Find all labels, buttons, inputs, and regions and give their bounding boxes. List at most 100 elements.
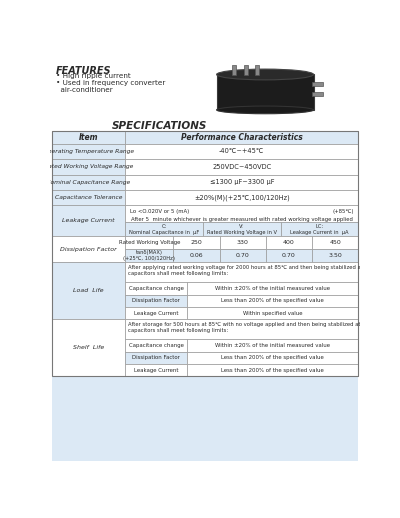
Bar (125, 205, 358, 222)
Bar (173, 249, 220, 262)
Bar (220, 236, 266, 249)
Bar (312, 82, 323, 86)
Bar (187, 352, 358, 364)
Bar (217, 75, 314, 110)
Text: Dissipation Factor: Dissipation Factor (132, 355, 180, 361)
Text: 330: 330 (237, 240, 249, 245)
Bar (52, 190, 125, 205)
Bar (125, 236, 173, 249)
Text: (+85℃): (+85℃) (332, 209, 354, 214)
Bar (255, 65, 259, 75)
Bar (125, 159, 358, 175)
Bar (187, 282, 358, 295)
Bar (187, 364, 358, 376)
Bar (266, 249, 312, 262)
Text: After storage for 500 hours at 85℃ with no voltage applied and then being stabil: After storage for 500 hours at 85℃ with … (128, 322, 381, 333)
Bar (187, 339, 358, 352)
Text: Leakage Current: Leakage Current (62, 218, 115, 223)
Ellipse shape (217, 69, 314, 80)
Text: Less than 200% of the specified value: Less than 200% of the specified value (222, 298, 324, 304)
Text: C:
Nominal Capacitance in  μF: C: Nominal Capacitance in μF (129, 224, 199, 235)
Text: Leakage Current: Leakage Current (134, 368, 178, 372)
Text: Operating Temperature Range: Operating Temperature Range (43, 149, 134, 154)
Bar (125, 222, 203, 236)
Bar (125, 307, 187, 319)
Text: SPECIFICATIONS: SPECIFICATIONS (112, 121, 207, 131)
Text: Performance Characteristics: Performance Characteristics (181, 133, 303, 142)
Text: -40℃~+45℃: -40℃~+45℃ (219, 149, 264, 154)
Text: Within specified value: Within specified value (243, 311, 302, 315)
Bar (312, 236, 358, 249)
Text: 250: 250 (190, 240, 202, 245)
Bar (52, 236, 125, 262)
Bar (312, 249, 358, 262)
Bar (244, 65, 248, 75)
Bar (52, 132, 125, 144)
Text: After applying rated working voltage for 2000 hours at 85℃ and then being stabil: After applying rated working voltage for… (128, 265, 384, 276)
Text: Dissipation Factor: Dissipation Factor (132, 298, 180, 304)
Text: LC:
Leakage Current in  μA: LC: Leakage Current in μA (290, 224, 349, 235)
Text: 0.06: 0.06 (190, 253, 203, 258)
Text: Rated Working Voltage Range: Rated Working Voltage Range (44, 164, 133, 169)
Text: Lo <O.020V or 5 (mA): Lo <O.020V or 5 (mA) (130, 209, 189, 214)
Bar (125, 319, 358, 339)
Text: Leakage Current: Leakage Current (134, 311, 178, 315)
Text: Shelf  Life: Shelf Life (73, 346, 104, 350)
Bar (50, 62, 360, 127)
Text: tanδ(MAX)
(+25℃, 100/120Hz): tanδ(MAX) (+25℃, 100/120Hz) (123, 250, 175, 261)
Bar (52, 144, 125, 159)
Bar (125, 282, 187, 295)
Bar (125, 339, 187, 352)
Bar (232, 65, 236, 75)
Bar (281, 222, 358, 236)
Bar (266, 236, 312, 249)
Text: • Used in frequency converter: • Used in frequency converter (56, 80, 166, 86)
Bar (187, 295, 358, 307)
Text: ±20%(M)(+25℃,100/120Hz): ±20%(M)(+25℃,100/120Hz) (194, 194, 290, 201)
Text: V:
Rated Working Voltage in V: V: Rated Working Voltage in V (207, 224, 277, 235)
Bar (125, 262, 358, 282)
Bar (125, 144, 358, 159)
Text: Less than 200% of the specified value: Less than 200% of the specified value (222, 355, 324, 361)
Text: ≤1300 μF~3300 μF: ≤1300 μF~3300 μF (210, 179, 274, 185)
Bar (52, 262, 125, 319)
Text: After 5  minute whichever is greater measured with rated working voltage applied: After 5 minute whichever is greater meas… (131, 217, 353, 222)
Bar (220, 249, 266, 262)
Text: 250VDC~450VDC: 250VDC~450VDC (212, 164, 272, 170)
Bar (125, 364, 187, 376)
Text: FEATURES: FEATURES (56, 66, 112, 76)
Bar (203, 222, 281, 236)
Bar (173, 236, 220, 249)
Text: Rated Working Voltage: Rated Working Voltage (118, 240, 180, 245)
Bar (52, 319, 125, 376)
Bar (52, 132, 358, 376)
Bar (52, 159, 125, 175)
Text: 400: 400 (283, 240, 295, 245)
Text: 450: 450 (330, 240, 341, 245)
Text: • High ripple current: • High ripple current (56, 73, 131, 79)
Text: 0.70: 0.70 (282, 253, 296, 258)
Ellipse shape (217, 106, 314, 114)
Bar (125, 132, 358, 144)
Bar (125, 190, 358, 205)
Text: Within ±20% of the initial measured value: Within ±20% of the initial measured valu… (215, 286, 330, 291)
Bar (52, 175, 125, 190)
Text: Load  Life: Load Life (73, 289, 104, 293)
Text: Capacitance change: Capacitance change (129, 286, 184, 291)
Bar (52, 376, 358, 461)
Text: 3.50: 3.50 (328, 253, 342, 258)
Text: Nominal Capacitance Range: Nominal Capacitance Range (46, 180, 130, 185)
Bar (52, 205, 125, 236)
Text: Dissipation Factor: Dissipation Factor (60, 247, 117, 252)
Text: Item: Item (78, 133, 98, 142)
Text: Capacitance Tolerance: Capacitance Tolerance (55, 195, 122, 200)
Bar (312, 92, 323, 96)
Text: Capacitance change: Capacitance change (129, 343, 184, 348)
Text: air-conditioner: air-conditioner (56, 87, 113, 93)
Text: Less than 200% of the specified value: Less than 200% of the specified value (222, 368, 324, 372)
Bar (125, 295, 187, 307)
Bar (187, 307, 358, 319)
Text: Within ±20% of the initial measured value: Within ±20% of the initial measured valu… (215, 343, 330, 348)
Bar (125, 352, 187, 364)
Bar (125, 249, 173, 262)
